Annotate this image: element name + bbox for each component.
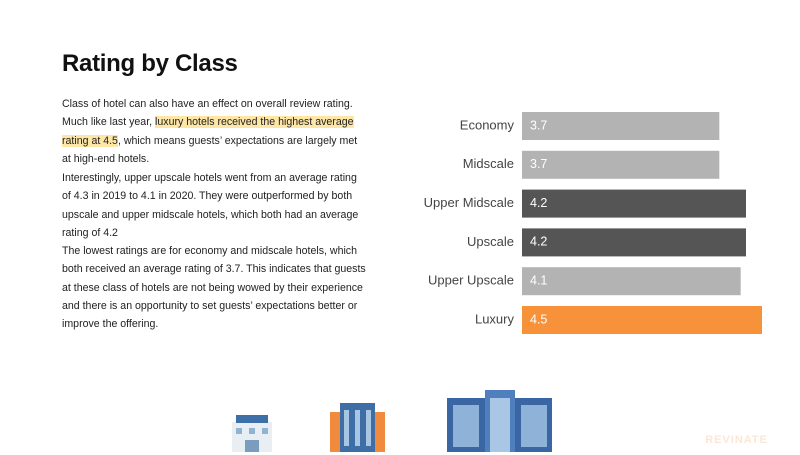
- paragraph: Interestingly, upper upscale hotels went…: [62, 172, 359, 239]
- category-label: Upscale: [467, 234, 514, 249]
- paragraph: Class of hotel can also have an effect o…: [62, 95, 368, 168]
- door: [245, 440, 259, 452]
- building-blue: [447, 390, 552, 452]
- value-label: 4.2: [530, 196, 547, 210]
- category-label: Upper Upscale: [428, 273, 514, 288]
- roof: [236, 415, 268, 423]
- paragraph: The lowest ratings are for economy and m…: [62, 245, 366, 331]
- bar: [522, 150, 720, 179]
- building-orange: [330, 403, 385, 452]
- windows: [453, 405, 479, 447]
- text: Class of hotel can also have an effect o…: [62, 98, 353, 129]
- hotel-small: [232, 415, 272, 452]
- value-label: 4.1: [530, 273, 547, 287]
- window: [249, 428, 255, 434]
- windows: [490, 398, 510, 452]
- category-label: Upper Midscale: [424, 195, 514, 210]
- windows: [355, 410, 360, 446]
- window: [262, 428, 268, 434]
- windows: [344, 410, 349, 446]
- brand: REVINATE: [705, 434, 768, 446]
- title: Rating by Class: [62, 50, 238, 77]
- windows: [366, 410, 371, 446]
- value-label: 3.7: [530, 118, 547, 132]
- value-label: 4.5: [530, 312, 547, 326]
- value-label: 4.2: [530, 235, 547, 249]
- value-label: 3.7: [530, 157, 547, 171]
- bar: [522, 228, 746, 257]
- windows: [521, 405, 547, 447]
- bar: [522, 306, 762, 334]
- text: , which means guests’ expectations are l…: [62, 134, 358, 165]
- bar: [522, 189, 746, 218]
- bar: [522, 267, 741, 296]
- category-label: Midscale: [463, 156, 514, 171]
- window: [236, 428, 242, 434]
- category-label: Economy: [460, 117, 515, 132]
- category-label: Luxury: [475, 311, 515, 326]
- bar: [522, 112, 720, 140]
